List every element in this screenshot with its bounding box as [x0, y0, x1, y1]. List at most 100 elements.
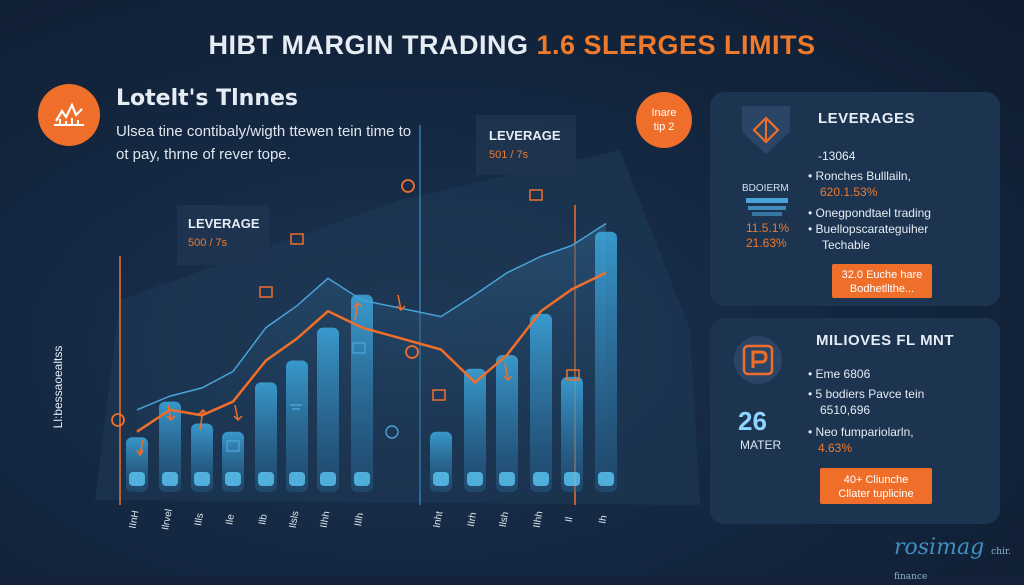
panel1-item-3: • Buellopscarateguiher — [808, 222, 929, 236]
panel2-button-line1: 40+ Cliunche — [843, 474, 909, 486]
panel1-button-line1: 32.0 Euche hare — [841, 269, 923, 281]
subtitle: Lotelt's Tlnnes — [116, 86, 299, 111]
callout-2-value: 501 / 7s — [489, 149, 529, 161]
panel2-item-2-text: 5 bodiers Pavce tein — [815, 387, 925, 401]
marker-box-icon — [290, 233, 304, 245]
panel2-item-3-text: Neo fumpariolarln, — [815, 425, 914, 439]
bar — [464, 368, 486, 492]
watermark-logo: rosimag chir. finance — [894, 535, 1024, 585]
panel1-item-1-sub: 620.1.53% — [820, 185, 878, 199]
blue-box-icon — [226, 440, 240, 452]
bar-base-highlight — [194, 472, 210, 486]
watermark-main: rosimag — [894, 535, 985, 560]
bar-base-highlight — [433, 472, 449, 486]
x-tick-label: Il — [564, 516, 576, 523]
x-tick-label: IIls — [193, 512, 206, 526]
tip-badge-line1: Inare — [651, 107, 677, 119]
parking-icon — [734, 336, 782, 384]
spiral-icon — [405, 345, 419, 359]
x-tick-label: Ilsls — [288, 510, 302, 529]
bar — [595, 231, 617, 492]
blue-box-icon — [352, 342, 366, 354]
title-main: HIBT MARGIN TRADING — [208, 30, 529, 60]
callout-box-1 — [177, 205, 269, 265]
marker-box-icon — [566, 369, 580, 381]
leverages-panel: LEVERAGES -13064 BDOIERM 11.5.1% 21.63% … — [710, 92, 1000, 306]
callout-2-label: LEVERAGE — [489, 128, 561, 143]
spiral-icons — [111, 179, 419, 427]
bar-base-highlight — [499, 472, 515, 486]
panel1-item-1-text: Ronches Bulllailn, — [815, 169, 911, 183]
panel1-side-value-2: 21.63% — [746, 236, 787, 250]
arrow-up-icon — [198, 408, 208, 431]
x-tick-label: IInH — [128, 510, 142, 530]
panel1-item-2-text: Onegpondtael trading — [815, 206, 931, 220]
ticker-glyph-icon — [746, 198, 788, 216]
panel1-button[interactable]: 32.0 Euche hare Bodhetllthe... — [832, 264, 932, 298]
bar — [561, 376, 583, 492]
bar — [255, 382, 277, 492]
panel2-item-3-sub: 4.63% — [818, 441, 853, 455]
panel2-item-3: • Neo fumpariolarln, — [808, 425, 914, 439]
shield-icon — [742, 106, 790, 154]
x-tick-label: Ilsh — [498, 511, 512, 528]
marker-box-icon — [529, 189, 543, 201]
arrow-down-icon — [396, 294, 406, 312]
panel2-button[interactable]: 40+ Cliunche Cllater tuplicine — [820, 468, 932, 504]
circle-icon — [385, 425, 399, 439]
panel2-title: MILIOVES FL MNT — [816, 332, 955, 349]
arrow-down-icon — [136, 439, 144, 457]
x-tick-label: IIrh — [466, 511, 479, 527]
bar-base-highlight — [467, 472, 483, 486]
bar-base-highlight — [225, 472, 241, 486]
blue-icons — [226, 342, 399, 452]
bar-base-highlight — [598, 472, 614, 486]
panel1-item-2: • Onegpondtael trading — [808, 206, 931, 220]
panel2-button-line2: Cllater tuplicine — [838, 488, 914, 500]
spiral-icon — [111, 413, 125, 427]
panel1-item-3-text: Buellopscarateguiher — [815, 222, 929, 236]
panel1-item-4: Techable — [822, 238, 871, 252]
title-accent: 1.6 SLERGES LIMITS — [536, 30, 816, 60]
panel1-side-value-1: 11.5.1% — [746, 221, 790, 235]
blue-dash-icon — [290, 404, 302, 410]
bar — [351, 294, 373, 492]
bar — [496, 355, 518, 492]
big-number: 26 — [738, 406, 767, 436]
bar-base-highlight — [320, 472, 336, 486]
panel1-side-label: BDOIERM — [742, 183, 789, 194]
callout-1-label: LEVERAGE — [188, 216, 260, 231]
series-line-2 — [136, 222, 607, 411]
x-tick-label: Ile — [224, 513, 237, 526]
x-tick-label: IIhh — [319, 510, 333, 528]
panel2-item-2-sub: 6510,696 — [820, 403, 871, 417]
x-tick-label: Ilrvel — [160, 508, 175, 531]
series-line-1 — [136, 271, 607, 433]
x-tick-label: Inht — [432, 510, 446, 529]
marker-box-icon — [259, 286, 273, 298]
bar — [286, 360, 308, 492]
chart-logo-icon — [38, 84, 100, 146]
x-tick-label: Ih — [597, 515, 609, 525]
bar — [159, 401, 181, 492]
tip-badge[interactable]: Inare tip 2 — [636, 92, 692, 148]
x-tick-label: IIlh — [353, 512, 366, 527]
page-title: HIBT MARGIN TRADING 1.6 SLERGES LIMITS — [0, 30, 1024, 61]
x-tick-label: IIhh — [532, 510, 546, 528]
panel2-item-1-text: Eme 6806 — [815, 367, 871, 381]
panel1-button-line2: Bodhetllthe... — [849, 283, 915, 295]
bar-base-highlight — [162, 472, 178, 486]
tip-badge-line2: tip 2 — [653, 121, 675, 133]
bar-base-highlight — [533, 472, 549, 486]
bar-base-highlight — [354, 472, 370, 486]
panel1-value-top: -13064 — [818, 149, 856, 163]
marker-icons — [136, 189, 580, 457]
bar — [530, 313, 552, 492]
arrow-down-icon — [233, 404, 243, 422]
callout-1-value: 500 / 7s — [188, 237, 228, 249]
panel2-item-2: • 5 bodiers Pavce tein — [808, 387, 925, 401]
arrow-down-icon — [166, 404, 176, 422]
panel2-item-1: • Eme 6806 — [808, 367, 871, 381]
x-tick-label: Ilb — [257, 513, 270, 526]
bar — [317, 327, 339, 492]
